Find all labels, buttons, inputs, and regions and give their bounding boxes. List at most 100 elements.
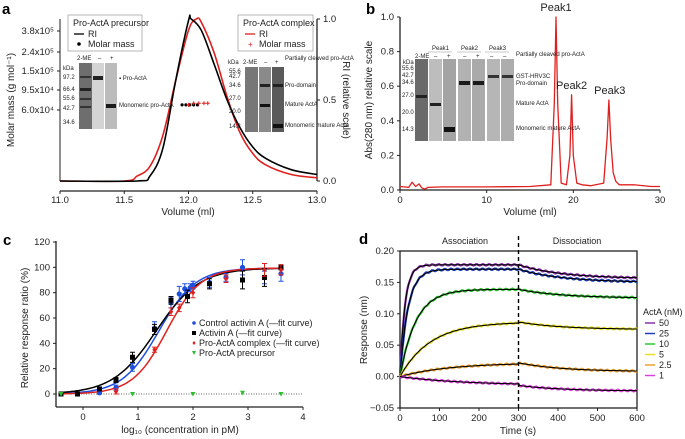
gel-marker: 20.0	[229, 109, 241, 115]
data-point	[168, 297, 174, 303]
y-tick-label: 2.4x10⁵	[22, 47, 55, 58]
gel-lane	[92, 63, 104, 129]
gel-lane	[458, 59, 471, 141]
x-tick-label: 0	[397, 195, 402, 206]
panel-a-y-label: Molar mass (g mol⁻¹)	[6, 53, 17, 147]
gel-band	[430, 103, 441, 106]
gel-header: +	[447, 54, 451, 60]
data-point	[190, 392, 196, 397]
y-tick-label: 1.5x10⁵	[22, 66, 55, 77]
panel-a: a 11.0 11.5 12.0 12.5 13.0 3.8x10⁵ 2.4x10⁵ 1.5…	[2, 1, 354, 218]
x-tick-label: 2	[190, 412, 195, 423]
data-point	[278, 392, 284, 397]
data-point	[130, 392, 135, 397]
panel-a-legend-precursor: Pro-ActA precursor RI Molar mass	[67, 14, 149, 52]
panel-b-x-ticks: 0 10 20 30	[397, 190, 665, 206]
panel-c-legend: Control activin A (—fit curve)Activin A …	[192, 318, 320, 358]
data-point	[152, 346, 157, 353]
x-tick-label: 100	[432, 413, 448, 424]
panel-a-legend-complex: Pro-ActA complex RI + Molar mass	[237, 14, 315, 52]
gel-band-label: Mature ActA	[516, 101, 549, 107]
ri-curve	[59, 14, 318, 183]
gel-band-label: ▪ Pro-ActA	[119, 76, 147, 82]
molar-mass-point	[180, 103, 184, 107]
gel-marker: 34.6	[229, 83, 241, 89]
legend-label: 10	[659, 339, 669, 349]
gel-lane	[472, 59, 485, 141]
gel-marker: 14.3	[402, 127, 414, 133]
panel-d-x-label: Time (s)	[500, 426, 536, 437]
gel-band-label: Mature ActA	[285, 102, 318, 108]
gel-band	[459, 81, 470, 85]
data-point	[240, 277, 245, 283]
x-tick-label: 11.0	[51, 195, 69, 206]
x-tick-label: 0	[80, 412, 85, 423]
gel-band	[416, 95, 427, 98]
legend-label: Control activin A (—fit curve)	[199, 318, 313, 328]
panel-d-letter: d	[359, 231, 368, 248]
peak-label: Peak1	[540, 2, 571, 14]
gel-band	[444, 127, 455, 132]
data-point	[182, 286, 188, 292]
molar-mass-point	[196, 101, 201, 106]
y2-tick-label: 1.0	[323, 14, 336, 25]
x-tick-label: 400	[550, 413, 566, 424]
panel-b-letter: b	[366, 1, 375, 18]
gel-marker: 34.6	[63, 120, 75, 126]
y-tick-label: 0.05	[376, 340, 395, 351]
peak-label: Peak2	[556, 80, 587, 92]
phase-label-association: Association	[442, 236, 488, 246]
data-point	[113, 377, 119, 383]
panel-d: d 0 100 200 300 400 500 600 −0.05 0.00 0.05 0.10 0…	[359, 231, 683, 437]
data-point	[177, 305, 182, 311]
gel-header: 2-ME	[415, 54, 429, 60]
ri-curve	[59, 17, 318, 183]
y-tick-label: 100	[34, 262, 50, 273]
x-tick-label: 12.0	[179, 195, 198, 206]
legend-label: Pro-ActA precursor	[199, 348, 275, 358]
legend-label: 25	[659, 329, 669, 339]
legend-label: RI	[259, 29, 268, 39]
fit-curve	[399, 288, 637, 377]
panel-a-gel-inset-complex: 2-ME – + kDa 55.6 42.7 34.6 27.0 20.0 14…	[228, 56, 354, 132]
legend-label: RI	[88, 29, 97, 39]
gel-marker: 97.2	[63, 75, 75, 81]
panel-a-curves	[59, 14, 318, 183]
gel-kda-label: kDa	[403, 60, 414, 66]
panel-c-letter: c	[3, 232, 11, 249]
gel-band-label: Partially cleaved pro-ActA	[516, 52, 585, 58]
y-tick-label: 0.00	[376, 372, 395, 383]
legend-marker	[192, 341, 196, 345]
gel-band	[273, 124, 283, 128]
gel-band-label: Monomeric pro-ActA	[119, 103, 174, 109]
legend-label: Molar mass	[88, 39, 135, 49]
gel-marker: 27.0	[402, 93, 414, 99]
x-tick-label: 4	[300, 412, 305, 423]
y-tick-label: 0.2	[381, 150, 394, 161]
gel-lane	[443, 59, 456, 141]
x-tick-label: 30	[655, 195, 666, 206]
gel-ladder-lane	[79, 63, 92, 129]
gel-header: +	[275, 60, 279, 66]
panel-a-x-ticks: 11.0 11.5 12.0 12.5 13.0	[51, 191, 326, 206]
panel-c-y-label: Relative response ratio (%)	[20, 268, 31, 389]
y-tick-label: 6.0x10⁴	[21, 105, 54, 116]
data-point	[190, 289, 196, 296]
x-tick-label: 0	[397, 413, 402, 424]
gel-header: +	[110, 56, 114, 62]
y-tick-label: 0	[45, 389, 50, 400]
data-point	[190, 282, 196, 288]
phase-label-dissociation: Dissociation	[553, 236, 602, 246]
x-tick-label: 12.5	[244, 195, 263, 206]
y-tick-label: 0.0	[381, 185, 394, 196]
panel-b-x-label: Volume (ml)	[503, 207, 556, 218]
panel-b: b 0 10 20 30 0.0 0.2 0.4 0.6 0.8 1.0 Volume (ml)…	[364, 1, 665, 218]
panel-c-x-label: log₁₀ (concentration in pM)	[121, 425, 239, 436]
gel-header: –	[434, 54, 438, 60]
data-point	[223, 275, 229, 282]
data-point	[185, 293, 190, 299]
x-tick-label: 500	[590, 413, 606, 424]
y-tick-label: 1.0	[381, 12, 394, 23]
panel-c-x-ticks: 0 1 2 3 4	[80, 407, 306, 423]
